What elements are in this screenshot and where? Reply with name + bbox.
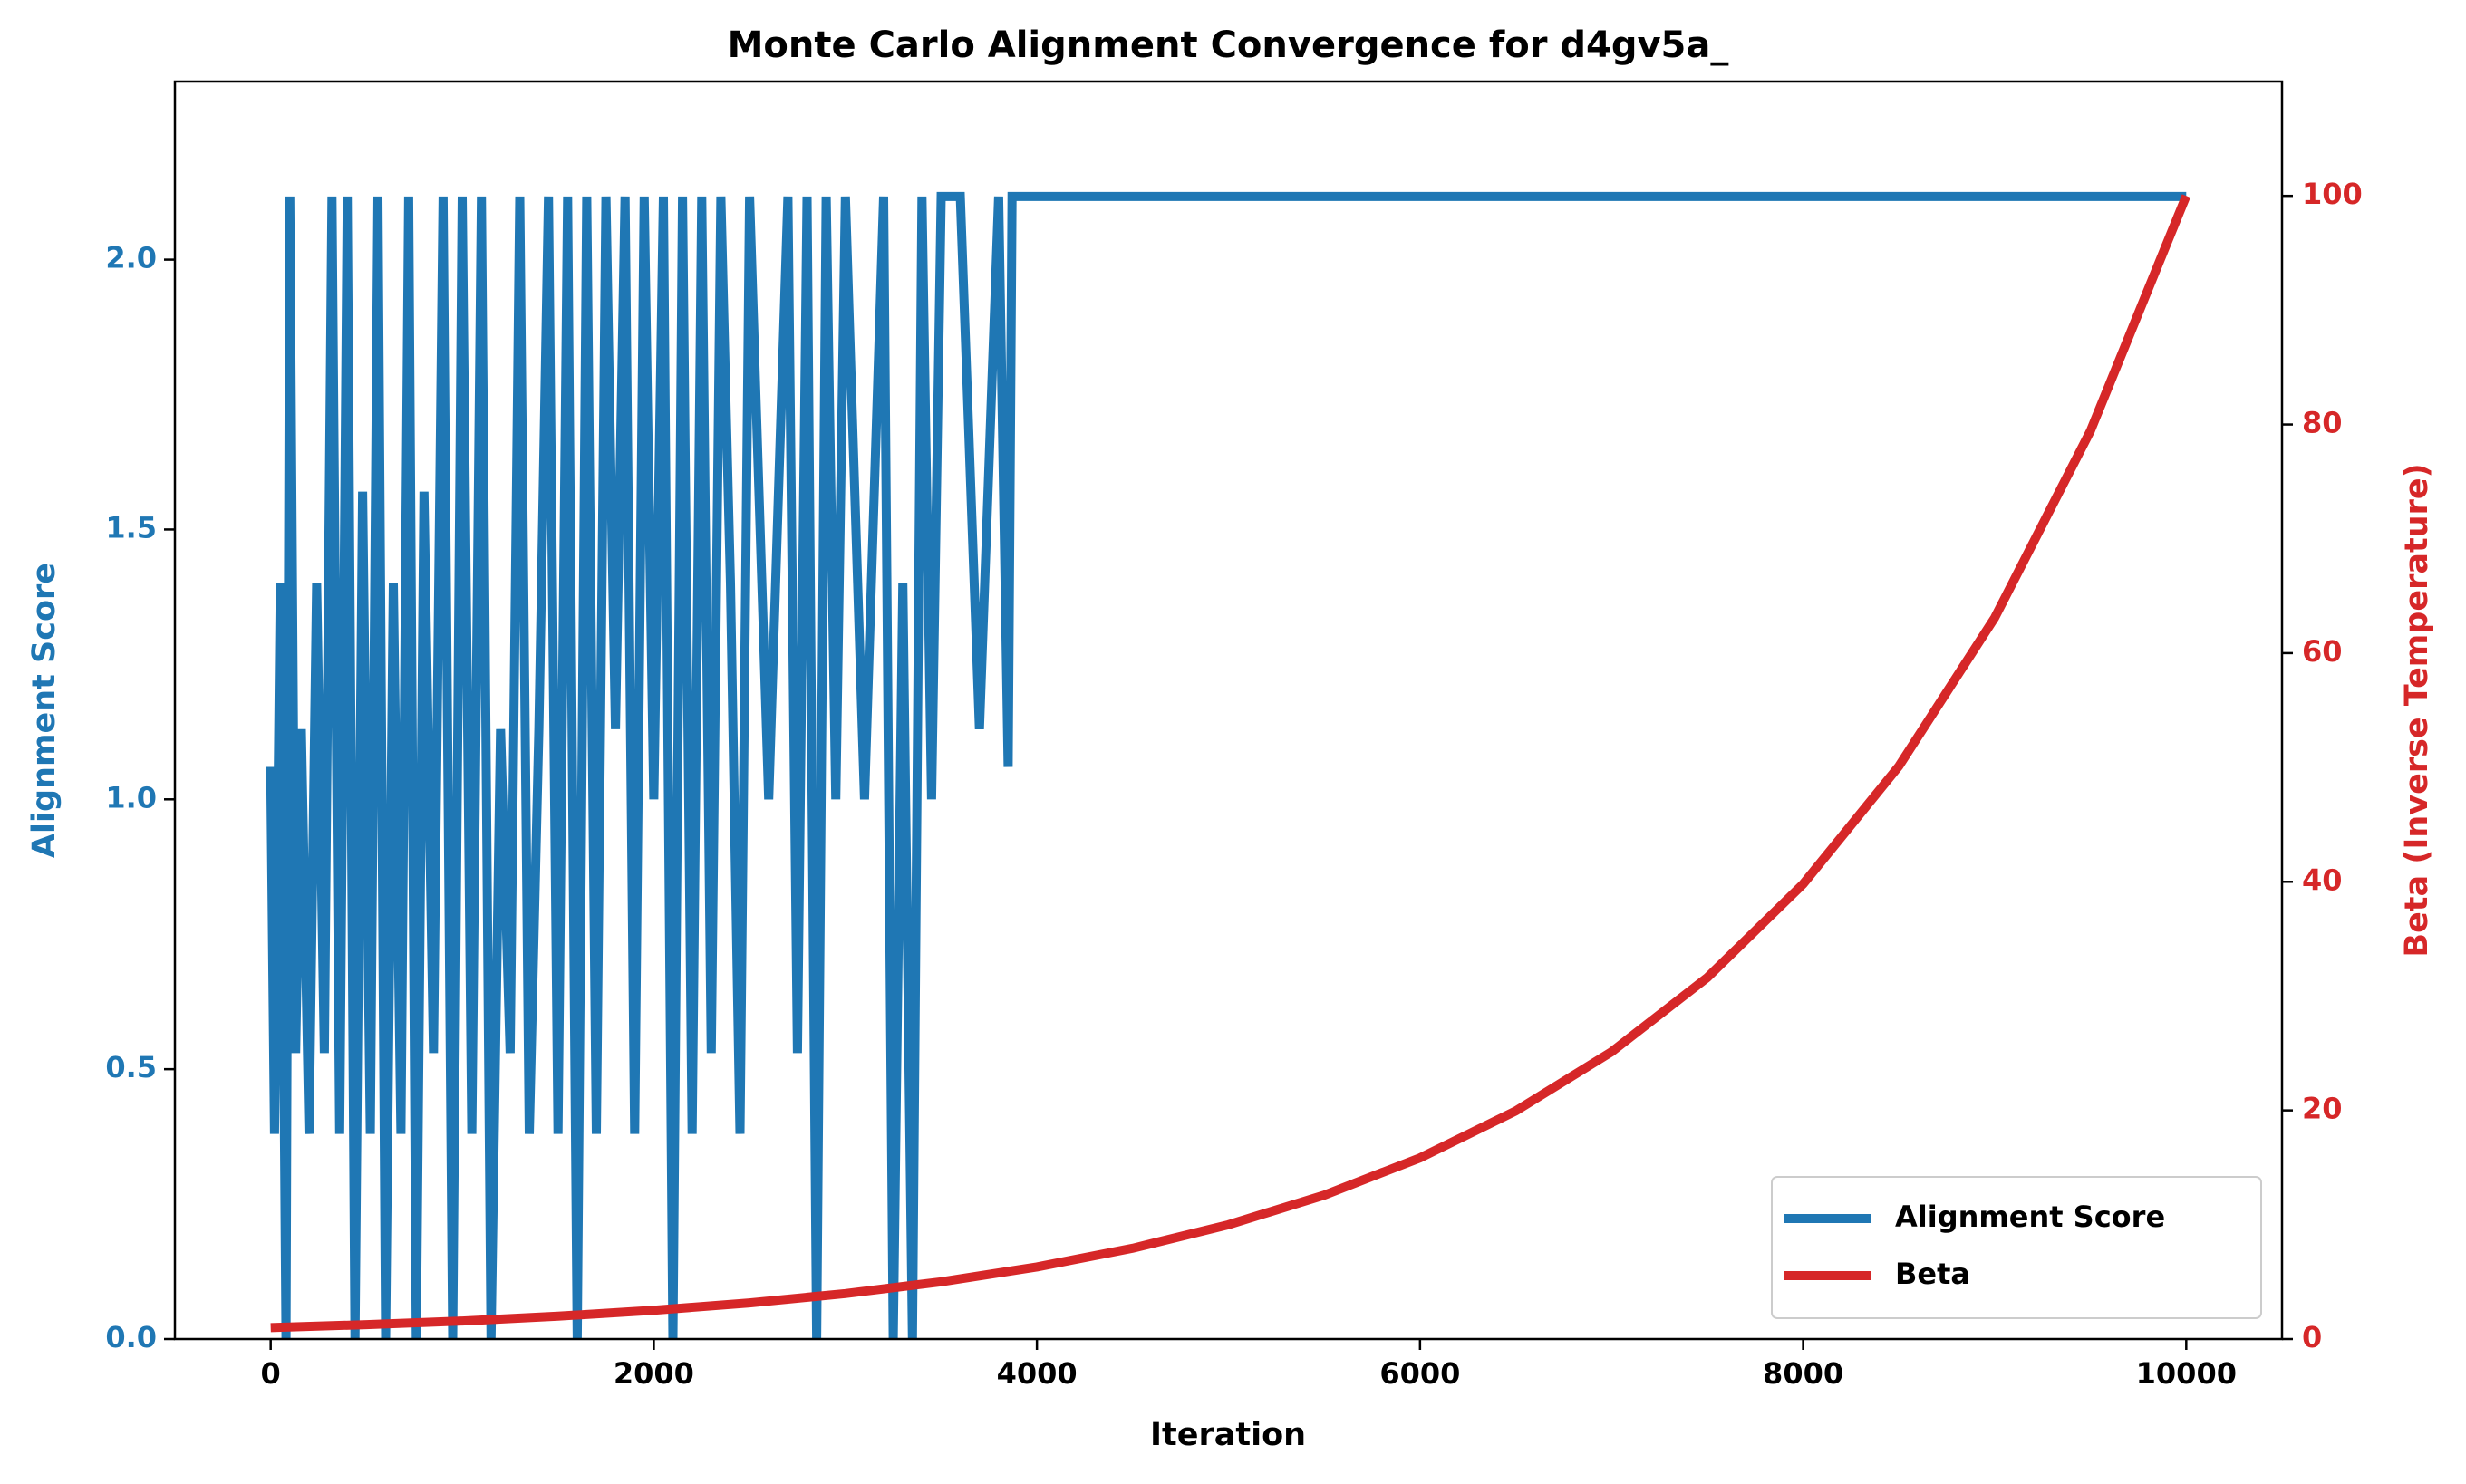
y2-tick-label: 20 xyxy=(2302,1092,2343,1126)
x-tick-label: 8000 xyxy=(1763,1356,1843,1391)
x-tick-label: 0 xyxy=(261,1356,281,1391)
plot-frame xyxy=(173,80,2284,1341)
y-tick-label: 1.0 xyxy=(105,780,157,814)
y2-tick-label: 80 xyxy=(2302,406,2343,440)
legend-label: Beta xyxy=(1895,1257,1970,1291)
x-tick-label: 6000 xyxy=(1379,1356,1460,1391)
y2-tick-label: 0 xyxy=(2302,1320,2322,1354)
y2-tick-label: 40 xyxy=(2302,862,2343,897)
line-series xyxy=(270,194,2190,1333)
y2-tick-label: 60 xyxy=(2302,634,2343,669)
y-tick-label: 1.5 xyxy=(105,510,157,544)
x-tick-label: 10000 xyxy=(2136,1356,2237,1391)
y2-tick-label: 100 xyxy=(2302,177,2363,211)
y2-axis-label: Beta (Inverse Temperature) xyxy=(2399,463,2435,957)
legend-label: Alignment Score xyxy=(1895,1200,2165,1234)
y-tick-label: 2.0 xyxy=(105,241,157,275)
y-tick-label: 0.0 xyxy=(105,1320,157,1354)
x-tick-label: 2000 xyxy=(614,1356,694,1391)
x-axis-label: Iteration xyxy=(1150,1417,1306,1453)
chart-title: Monte Carlo Alignment Convergence for d4… xyxy=(728,24,1729,66)
legend-box xyxy=(1771,1176,2262,1319)
y-axis-label: Alignment Score xyxy=(26,563,63,858)
x-tick-label: 4000 xyxy=(997,1356,1078,1391)
y-tick-label: 0.5 xyxy=(105,1050,157,1084)
